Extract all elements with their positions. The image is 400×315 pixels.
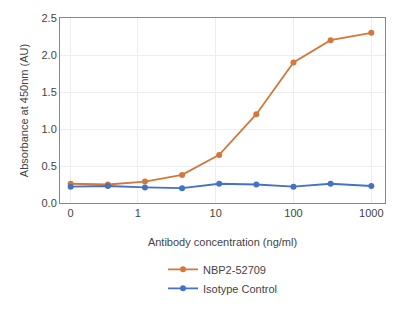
svg-text:2.5: 2.5 [42, 12, 57, 24]
svg-text:100: 100 [284, 207, 302, 219]
svg-text:2.0: 2.0 [42, 49, 57, 61]
svg-text:Isotype Control: Isotype Control [203, 283, 277, 295]
svg-text:1000: 1000 [359, 207, 383, 219]
svg-text:10: 10 [210, 207, 222, 219]
svg-text:1: 1 [135, 207, 141, 219]
svg-text:1.5: 1.5 [42, 86, 57, 98]
svg-text:0.5: 0.5 [42, 160, 57, 172]
svg-text:NBP2-52709: NBP2-52709 [203, 264, 266, 276]
svg-text:Antibody concentration (ng/ml): Antibody concentration (ng/ml) [148, 236, 297, 248]
svg-text:Absorbance at 450nm (AU): Absorbance at 450nm (AU) [18, 44, 30, 177]
svg-text:1.0: 1.0 [42, 123, 57, 135]
svg-text:0: 0 [68, 207, 74, 219]
svg-text:0.0: 0.0 [42, 197, 57, 209]
